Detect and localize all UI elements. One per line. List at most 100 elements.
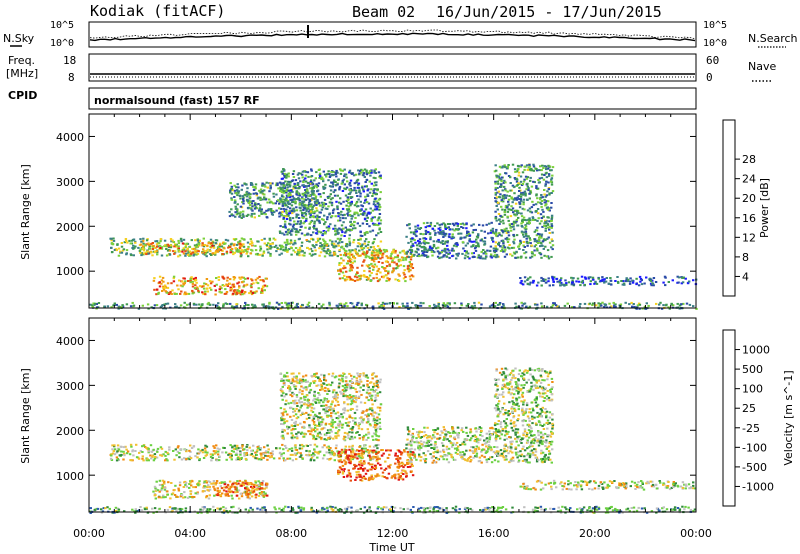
data-cell <box>544 227 547 230</box>
data-cell <box>115 459 119 462</box>
data-cell <box>239 277 242 280</box>
data-cell <box>203 282 206 285</box>
data-cell <box>442 302 445 305</box>
data-cell <box>575 280 578 283</box>
data-cell <box>495 169 498 172</box>
data-cell <box>484 250 487 253</box>
data-cell <box>364 181 367 183</box>
data-cell <box>497 195 501 198</box>
data-cell <box>454 228 458 231</box>
data-cell <box>535 284 539 287</box>
data-cell <box>291 453 294 456</box>
data-cell <box>406 466 410 468</box>
data-cell <box>292 170 296 173</box>
data-cell <box>313 193 316 196</box>
data-cell <box>357 198 360 201</box>
data-cell <box>607 282 611 285</box>
data-cell <box>303 220 306 223</box>
data-cell <box>358 445 361 448</box>
data-cell <box>308 226 311 229</box>
data-cell <box>514 202 518 205</box>
data-cell <box>353 463 356 466</box>
data-cell <box>388 265 392 267</box>
data-cell <box>164 302 168 305</box>
data-cell <box>275 193 278 196</box>
data-cell <box>311 183 315 185</box>
data-cell <box>357 452 361 455</box>
data-cell <box>622 282 626 285</box>
data-cell <box>188 449 191 452</box>
scatter-region-0 <box>109 443 381 462</box>
data-cell <box>507 208 510 211</box>
data-cell <box>131 301 134 304</box>
data-cell <box>368 456 372 459</box>
data-cell <box>354 479 357 481</box>
data-cell <box>339 268 342 271</box>
data-cell <box>321 234 324 237</box>
data-cell <box>166 282 170 285</box>
data-cell <box>496 180 499 183</box>
data-cell <box>355 202 358 205</box>
data-cell <box>364 256 367 259</box>
data-cell <box>445 304 448 307</box>
data-cell <box>605 306 609 309</box>
data-cell <box>299 203 303 206</box>
data-cell <box>348 192 352 195</box>
data-cell <box>515 220 518 223</box>
data-cell <box>261 190 264 192</box>
data-cell <box>205 255 208 258</box>
data-cell <box>466 255 470 258</box>
data-cell <box>375 181 378 184</box>
data-cell <box>120 450 123 453</box>
data-cell <box>255 203 259 206</box>
data-cell <box>293 220 296 223</box>
data-cell <box>189 492 192 495</box>
noise-search-trace <box>89 29 696 40</box>
data-cell <box>295 191 298 194</box>
data-cell <box>538 169 541 172</box>
data-cell <box>110 453 113 456</box>
data-cell <box>178 481 182 484</box>
data-cell <box>363 269 366 272</box>
data-cell <box>339 302 342 305</box>
data-cell <box>444 250 447 253</box>
data-cell <box>337 459 340 462</box>
data-cell <box>485 223 488 226</box>
data-cell <box>550 238 553 241</box>
data-cell <box>430 247 434 250</box>
data-cell <box>137 307 141 310</box>
data-cell <box>494 255 497 258</box>
data-cell <box>244 457 248 460</box>
data-cell <box>233 199 237 202</box>
data-cell <box>316 451 319 454</box>
data-cell <box>667 306 670 309</box>
data-cell <box>337 455 340 458</box>
data-cell <box>294 446 297 449</box>
data-cell <box>370 188 373 191</box>
data-cell <box>382 452 385 455</box>
data-cell <box>603 280 606 283</box>
data-cell <box>635 307 638 310</box>
data-cell <box>312 231 315 234</box>
data-cell <box>338 187 341 190</box>
data-cell <box>162 287 165 290</box>
data-cell <box>282 207 285 210</box>
data-cell <box>543 198 546 201</box>
data-cell <box>357 182 361 185</box>
data-cell <box>267 251 270 254</box>
data-cell <box>502 304 505 307</box>
data-cell <box>640 283 644 286</box>
data-cell <box>405 251 408 254</box>
data-cell <box>455 245 458 248</box>
data-cell <box>498 178 501 181</box>
data-cell <box>187 280 190 282</box>
data-cell <box>392 257 395 260</box>
data-cell <box>163 487 167 490</box>
data-cell <box>110 459 114 461</box>
data-cell <box>383 469 386 471</box>
data-cell <box>527 218 530 221</box>
data-cell <box>230 213 233 216</box>
data-cell <box>490 304 494 307</box>
data-cell <box>305 189 309 192</box>
data-cell <box>501 166 504 169</box>
